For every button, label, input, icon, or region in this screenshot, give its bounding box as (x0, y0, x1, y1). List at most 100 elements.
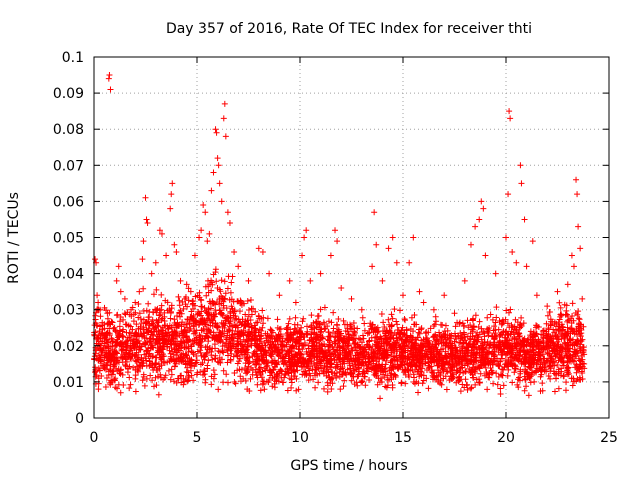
data-point (176, 297, 183, 304)
data-point (497, 391, 504, 398)
data-point (238, 301, 245, 308)
data-point (504, 372, 511, 379)
data-point (385, 316, 392, 323)
data-point (115, 381, 122, 388)
data-point (167, 315, 174, 322)
data-point (293, 360, 300, 367)
data-point (269, 341, 276, 348)
data-point (357, 336, 364, 343)
data-point (220, 115, 227, 122)
data-point (168, 366, 175, 373)
data-point (293, 387, 300, 394)
data-point (264, 315, 271, 322)
data-point (132, 372, 139, 379)
data-point (208, 352, 215, 359)
x-tick-label: 0 (90, 430, 99, 446)
data-point (523, 263, 530, 270)
data-point (328, 385, 335, 392)
data-point (467, 385, 474, 392)
data-point (140, 340, 147, 347)
data-point (281, 371, 288, 378)
data-point (330, 309, 337, 316)
data-point (426, 359, 433, 366)
data-point (474, 338, 481, 345)
data-point (191, 302, 198, 309)
data-point (205, 289, 212, 296)
data-point (193, 357, 200, 364)
data-point (135, 300, 142, 307)
data-point (312, 384, 319, 391)
data-point (386, 327, 393, 334)
data-point (150, 326, 157, 333)
data-point (139, 333, 146, 340)
data-point (294, 321, 301, 328)
data-point (460, 329, 467, 336)
data-point (495, 358, 502, 365)
data-point (372, 367, 379, 374)
data-point (312, 372, 319, 379)
data-point (212, 320, 219, 327)
data-point (358, 379, 365, 386)
data-point (302, 370, 309, 377)
data-point (435, 350, 442, 357)
data-point (462, 376, 469, 383)
data-point (388, 323, 395, 330)
data-point (97, 345, 104, 352)
data-point (422, 353, 429, 360)
data-point (267, 352, 274, 359)
data-point (127, 323, 134, 330)
data-point (557, 353, 564, 360)
data-point (507, 354, 514, 361)
data-point (265, 379, 272, 386)
data-point (257, 371, 264, 378)
data-point (285, 369, 292, 376)
data-point (575, 223, 582, 230)
data-point (367, 323, 374, 330)
data-point (521, 387, 528, 394)
data-point (323, 372, 330, 379)
data-point (413, 342, 420, 349)
data-point (490, 380, 497, 387)
data-point (247, 375, 254, 382)
data-point (579, 375, 586, 382)
data-point (457, 330, 464, 337)
data-point (247, 316, 254, 323)
data-point (177, 313, 184, 320)
data-point (212, 352, 219, 359)
data-point (167, 309, 174, 316)
data-point (182, 375, 189, 382)
data-point (332, 227, 339, 234)
data-point (196, 337, 203, 344)
data-point (198, 297, 205, 304)
data-point (204, 238, 211, 245)
data-point (520, 320, 527, 327)
data-point (440, 368, 447, 375)
data-point (544, 312, 551, 319)
data-point (197, 369, 204, 376)
data-point (484, 386, 491, 393)
data-point (576, 376, 583, 383)
data-point (555, 385, 562, 392)
data-point (333, 370, 340, 377)
data-point (197, 349, 204, 356)
data-point (126, 374, 133, 381)
data-point (464, 317, 471, 324)
data-point (472, 357, 479, 364)
data-point (496, 317, 503, 324)
data-point (121, 310, 128, 317)
data-point (479, 350, 486, 357)
data-point (573, 369, 580, 376)
data-point (220, 349, 227, 356)
data-point (384, 376, 391, 383)
data-point (500, 382, 507, 389)
data-point (176, 347, 183, 354)
data-point (132, 344, 139, 351)
data-point (504, 344, 511, 351)
data-point (232, 380, 239, 387)
data-point (215, 162, 222, 169)
data-point (489, 316, 496, 323)
data-point (504, 337, 511, 344)
data-point (363, 363, 370, 370)
data-point (563, 379, 570, 386)
data-point (380, 319, 387, 326)
